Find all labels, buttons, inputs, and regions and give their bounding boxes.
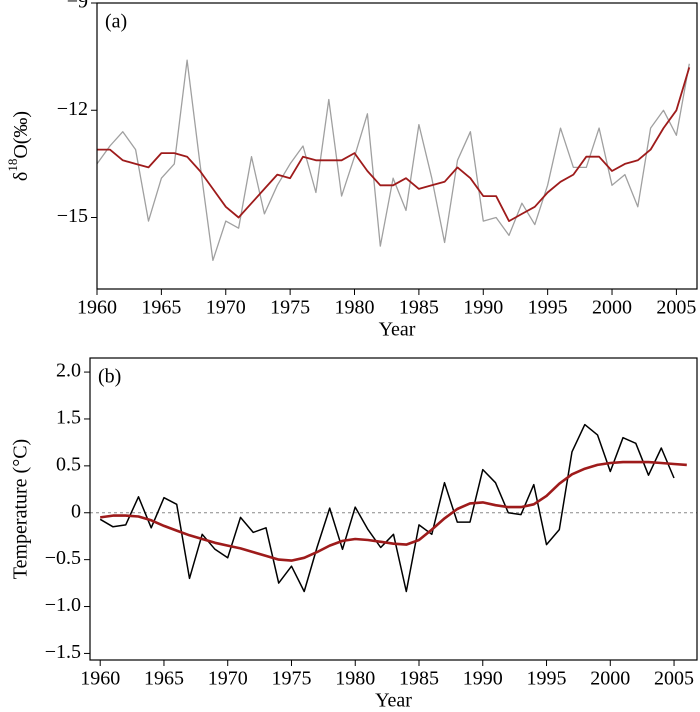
y-tick-label: 0 (71, 500, 81, 522)
x-tick-label: 1980 (335, 668, 375, 690)
x-tick-label: 1990 (463, 668, 503, 690)
x-tick-label: 2000 (592, 297, 632, 319)
x-tick-label: 1965 (141, 297, 181, 319)
x-tick-label: 2000 (590, 668, 630, 690)
x-tick-label: 2005 (656, 297, 696, 319)
y-axis-label: δ18O(‰) (5, 111, 31, 181)
y-tick-label: −1.5 (45, 641, 81, 663)
y-tick-label: −9 (67, 0, 88, 13)
x-tick-label: 1985 (399, 668, 439, 690)
y-tick-label: −15 (57, 205, 88, 227)
y-tick-label: −12 (57, 98, 88, 120)
x-tick-label: 1975 (271, 668, 311, 690)
data-line (96, 59, 690, 262)
x-tick-label: 1965 (144, 668, 184, 690)
x-tick-label: 1995 (527, 668, 567, 690)
plot-frame (96, 2, 698, 290)
x-tick-label: 1975 (270, 297, 310, 319)
x-tick-label: 2005 (654, 668, 694, 690)
x-axis-label: Year (379, 319, 416, 341)
y-axis-label: Temperature (°C) (10, 439, 32, 579)
x-tick-label: 1980 (335, 297, 375, 319)
y-tick-label: −1.0 (45, 594, 81, 616)
plot-frame (89, 357, 698, 661)
x-tick-label: 1960 (77, 297, 117, 319)
x-tick-label: 1995 (528, 297, 568, 319)
x-axis-label: Year (375, 690, 412, 712)
x-tick-label: 1990 (463, 297, 503, 319)
x-tick-label: 1985 (399, 297, 439, 319)
y-tick-label: −0.5 (45, 547, 81, 569)
x-tick-label: 1960 (80, 668, 120, 690)
panel-label: (a) (105, 11, 127, 33)
x-tick-label: 1970 (206, 297, 246, 319)
data-line (100, 460, 687, 562)
data-line (97, 67, 691, 222)
x-tick-label: 1970 (208, 668, 248, 690)
y-tick-label: 1.5 (56, 407, 81, 429)
y-tick-label: 2.0 (56, 360, 81, 382)
panel-label: (b) (98, 366, 121, 388)
data-line (99, 423, 675, 593)
y-tick-label: 0.5 (56, 453, 81, 475)
